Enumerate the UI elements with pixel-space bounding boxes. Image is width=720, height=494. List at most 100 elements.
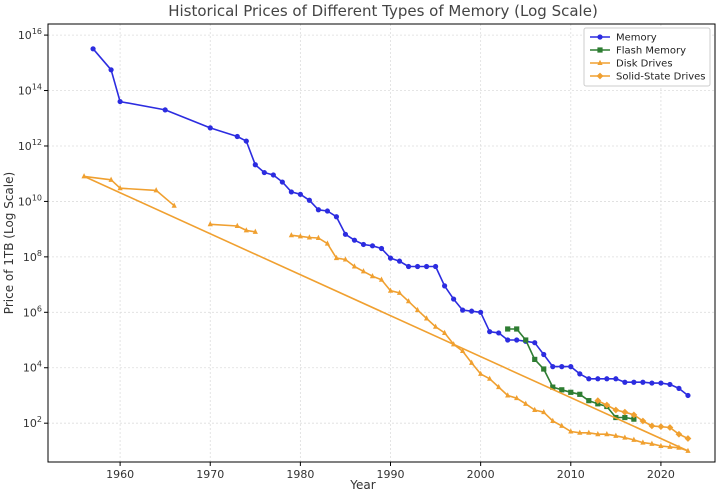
y-tick-base: 10 (23, 417, 37, 430)
memory-point (432, 263, 439, 270)
disk-drives-point (153, 187, 159, 193)
memory-point (595, 376, 601, 382)
disk-drives-line (83, 175, 689, 452)
x-axis-title: Year (349, 478, 375, 492)
y-tick-exponent: 10 (32, 193, 42, 202)
disk-drives-point (351, 263, 358, 269)
memory-point (279, 179, 285, 185)
disk-drives-point (360, 268, 367, 274)
solid-state-drives-point (639, 417, 647, 425)
y-tick-exponent: 14 (32, 83, 42, 92)
disk-drives-point (478, 370, 484, 376)
memory-point (613, 376, 619, 382)
memory-point (315, 207, 322, 213)
disk-drives-point (514, 394, 520, 401)
memory-point (324, 208, 331, 214)
memory-point (496, 330, 502, 336)
y-tick-label: 1012 (18, 138, 42, 153)
memory-point (550, 363, 556, 370)
disk-drives-point (207, 221, 213, 227)
memory-point (342, 231, 349, 237)
disk-drives-point (568, 428, 574, 434)
memory-point (478, 309, 484, 315)
memory-point (108, 67, 114, 73)
flash-memory-point (631, 416, 637, 422)
x-tick-label: 1970 (196, 468, 224, 481)
y-tick-exponent: 2 (37, 415, 42, 424)
solid-state-drives-point (612, 406, 620, 414)
disk-drives-series (81, 173, 691, 453)
memory-point (685, 392, 691, 399)
y-tick-label: 108 (23, 249, 42, 264)
y-tick-base: 10 (23, 362, 37, 375)
memory-point (387, 255, 394, 261)
memory-point (469, 308, 475, 314)
memory-point (207, 125, 213, 131)
plot-frame (47, 23, 716, 463)
memory-point (117, 98, 123, 105)
disk-drives-point (631, 436, 637, 442)
memory-point (243, 138, 249, 144)
disk-drives-point (252, 228, 258, 234)
solid-state-drives-point (630, 411, 638, 419)
disk-drives-point (667, 443, 673, 449)
solid-state-drives-point (657, 423, 665, 431)
y-tick-base: 10 (18, 85, 32, 98)
disk-drives-point (523, 400, 529, 406)
disk-drives-point (541, 408, 547, 415)
series-layer (81, 46, 692, 453)
y-tick-label: 102 (23, 415, 42, 430)
memory-point (604, 376, 610, 382)
disk-drives-point (649, 440, 655, 446)
disk-drives-point (333, 254, 340, 261)
y-tick-exponent: 16 (32, 27, 42, 36)
memory-point (631, 379, 637, 385)
memory-point (649, 380, 655, 386)
disk-drives-point (441, 329, 448, 335)
y-tick-base: 10 (18, 140, 32, 153)
y-tick-label: 104 (23, 360, 42, 375)
axis-layer: 1960 1970 1980 1990 2000 2010 2020102104106108… (18, 27, 675, 481)
memory-point (162, 107, 168, 113)
memory-point (658, 380, 664, 386)
memory-point (90, 46, 96, 52)
memory-point (423, 263, 430, 270)
chart-title: Historical Prices of Different Types of … (168, 2, 598, 20)
legend-marker-solid-state-drives (596, 72, 604, 80)
flash-memory-point (577, 391, 583, 397)
disk-drives-point (423, 315, 430, 321)
disk-drives-point (550, 417, 556, 423)
memory-point (514, 337, 520, 343)
disk-drives-point (171, 202, 177, 208)
x-tick-label: 2020 (647, 468, 675, 481)
memory-point (568, 363, 574, 370)
y-tick-label: 1010 (18, 193, 42, 208)
memory-point (487, 329, 493, 335)
memory-point (360, 241, 367, 248)
memory-point (451, 296, 457, 302)
y-tick-base: 10 (18, 195, 32, 208)
disk-drives-point (469, 359, 475, 365)
x-tick-label: 2010 (557, 468, 585, 481)
flash-memory-point (586, 398, 592, 404)
legend-label-flash-memory: Flash Memory (616, 46, 686, 57)
memory-point (586, 376, 592, 382)
memory-point (622, 379, 628, 385)
disk-drives-point (405, 298, 412, 304)
disk-drives-line (210, 223, 256, 233)
y-tick-label: 1014 (18, 83, 42, 98)
y-axis-title: Price of 1TB (Log Scale) (2, 172, 16, 314)
memory-series (90, 46, 691, 399)
memory-point (460, 307, 466, 313)
flash-memory-point (514, 326, 520, 332)
memory-point (396, 258, 403, 264)
memory-point (441, 283, 448, 289)
disk-drives-point (586, 429, 592, 435)
disk-drives-point (414, 306, 421, 313)
x-tick-label: 2000 (467, 468, 495, 481)
disk-drives-point (640, 439, 646, 445)
flash-memory-point (523, 337, 529, 343)
memory-point (297, 191, 303, 197)
disk-drives-point (297, 233, 303, 239)
